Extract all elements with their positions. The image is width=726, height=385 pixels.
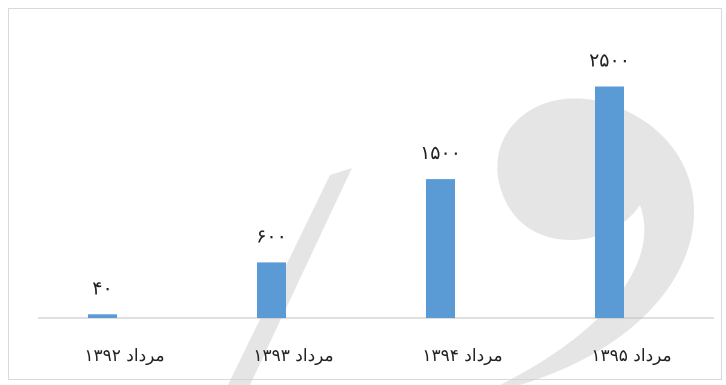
bars-layer (88, 86, 624, 318)
watermark-logo (228, 98, 695, 385)
category-label-1: مرداد ۱۳۹۲ (84, 346, 164, 366)
category-label-3: مرداد ۱۳۹۴ (422, 346, 502, 366)
category-label-4: مرداد ۱۳۹۵ (591, 346, 671, 366)
labels-layer: ۴۰ مرداد ۱۳۹۲ ۶۰۰ مرداد ۱۳۹۳ ۱۵۰۰ مرداد ۱۳۹۴ ۲… (84, 50, 671, 367)
bar-1 (88, 314, 117, 318)
bar-3 (426, 179, 455, 318)
bar-2 (257, 262, 286, 318)
data-label-4: ۲۵۰۰ (589, 50, 630, 72)
data-label-3: ۱۵۰۰ (420, 142, 461, 164)
data-label-2: ۶۰۰ (256, 225, 287, 247)
data-label-1: ۴۰ (92, 277, 112, 299)
bar-4 (595, 86, 624, 318)
category-label-2: مرداد ۱۳۹۳ (253, 346, 333, 366)
